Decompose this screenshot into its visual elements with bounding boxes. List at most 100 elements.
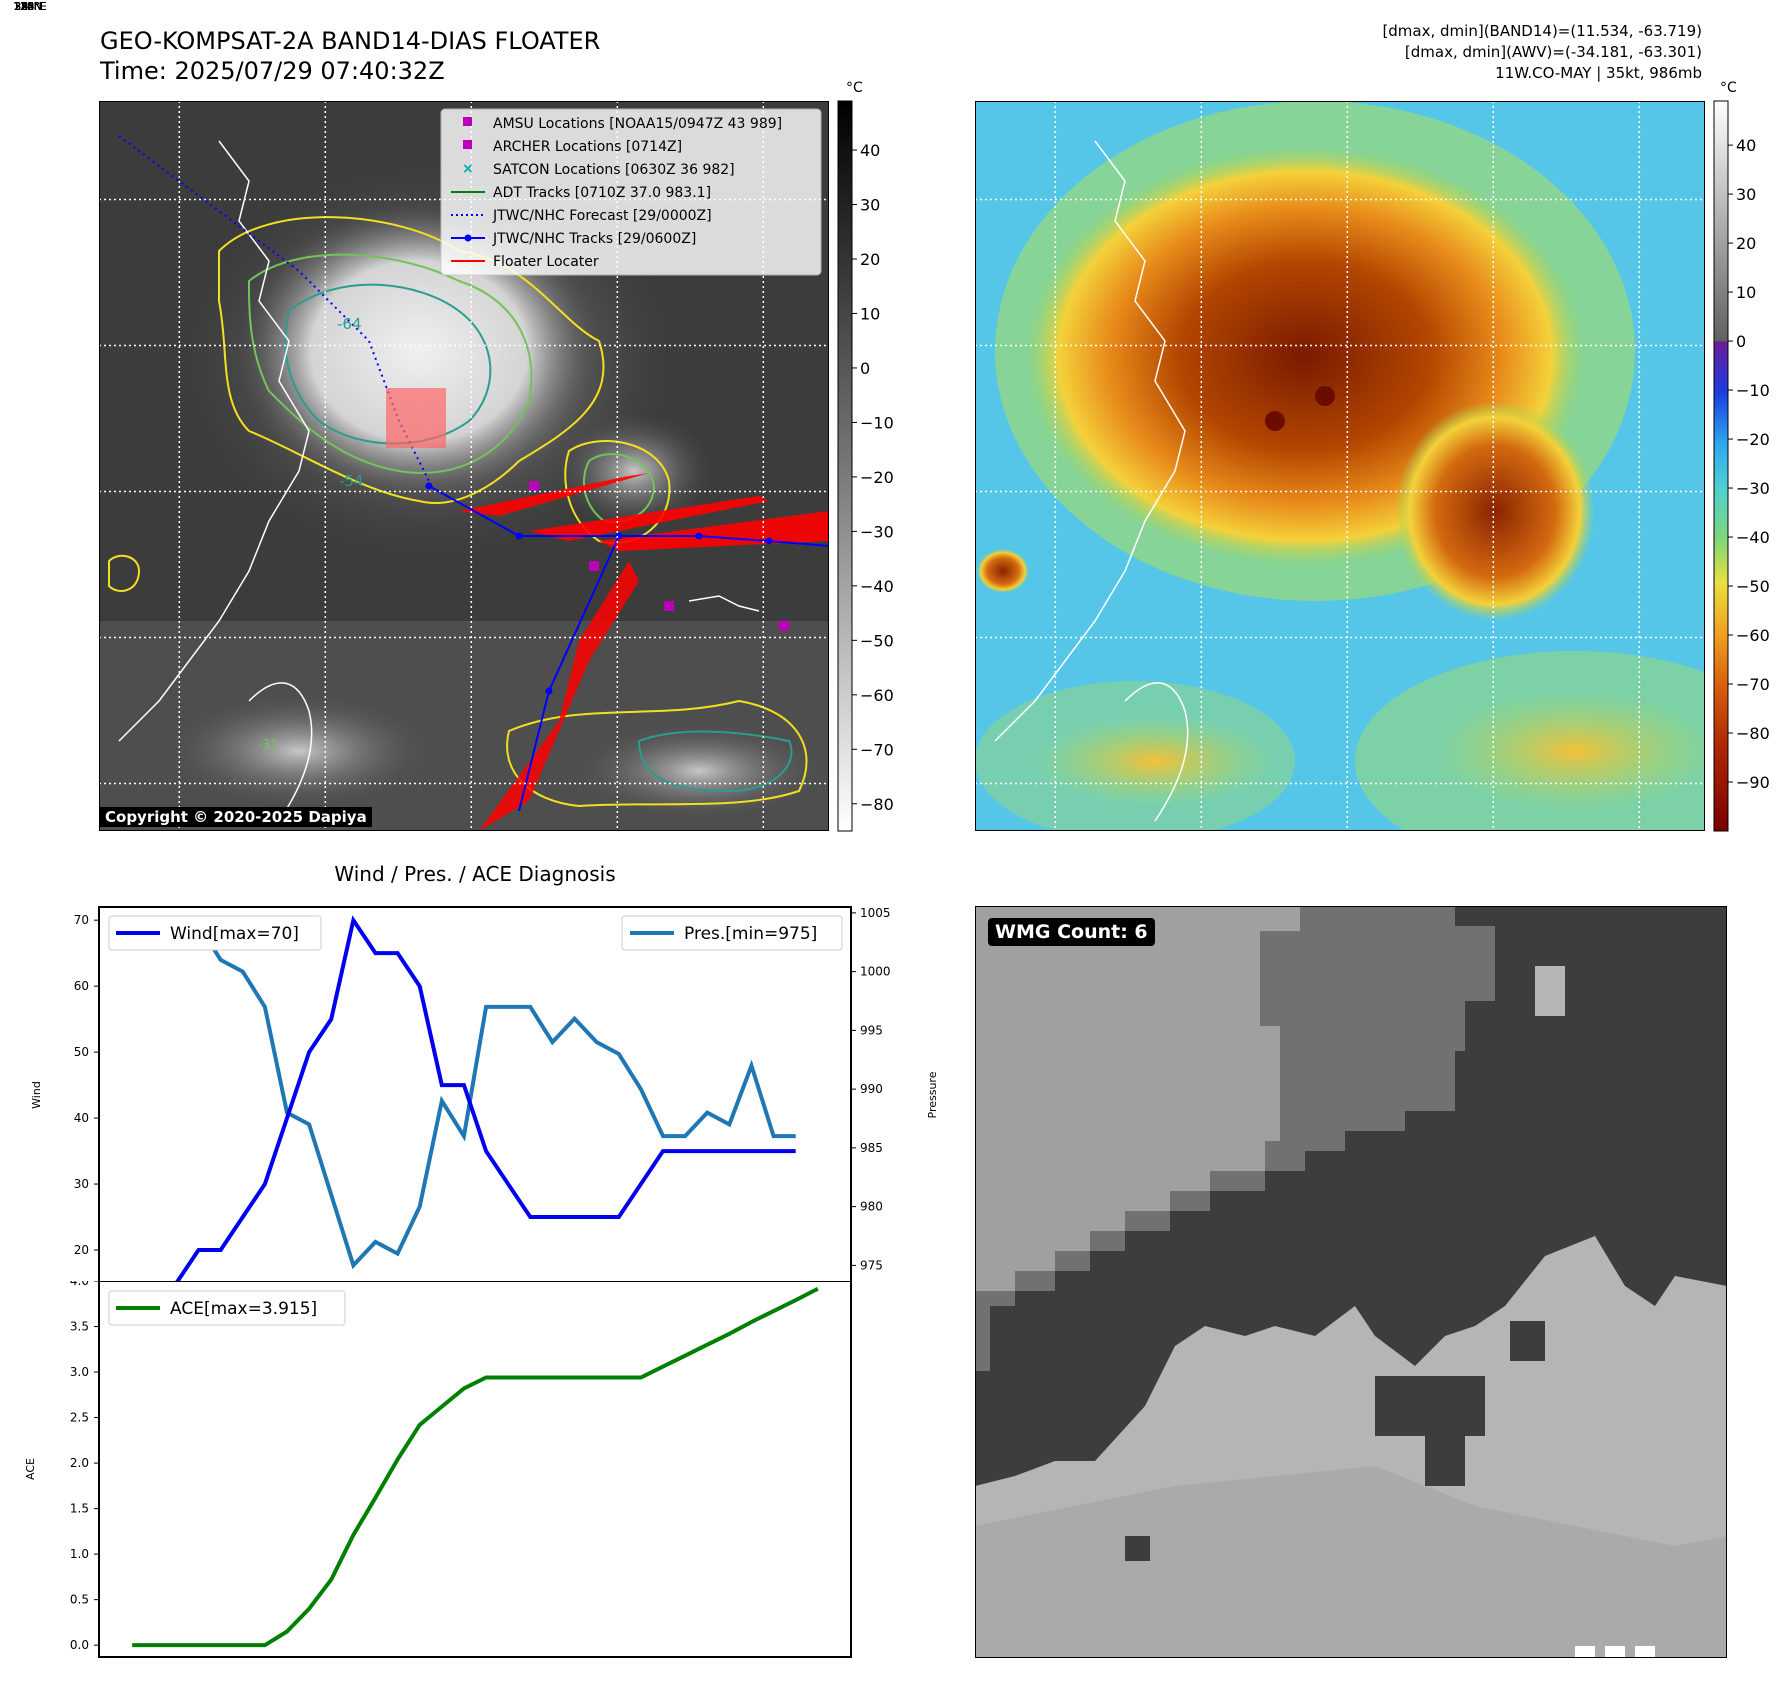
legend-entry: AMSU Locations [NOAA15/0947Z 43 989] <box>493 116 782 132</box>
info-line-2: [dmax, dmin](AWV)=(-34.181, -63.301) <box>1404 43 1702 61</box>
pressure-axis-label: Pressure <box>926 1071 939 1118</box>
ace-tick-label: 4.0 <box>70 1281 89 1288</box>
ace-series-line <box>132 1286 819 1648</box>
ace-legend: ACE[max=3.915] <box>108 1290 346 1326</box>
pressure-tick-label: 1000 <box>860 965 891 979</box>
lon-tick-label: 120°E <box>13 0 47 13</box>
legend-entry: JTWC/NHC Tracks [29/0600Z] <box>492 231 696 247</box>
ace-axis-label: ACE <box>24 1458 37 1480</box>
green-contour <box>247 253 533 474</box>
lat-tick-label: 26°N <box>14 0 42 13</box>
wmg-count-badge: WMG Count: 6 <box>988 918 1155 946</box>
diagnosis-title: Wind / Pres. / ACE Diagnosis <box>334 862 616 886</box>
colorbar-unit: °C <box>1720 80 1737 96</box>
cloud-mass <box>239 201 599 501</box>
copyright-badge: Copyright © 2020-2025 Dapiya <box>100 807 372 827</box>
wind-legend: Wind[max=70] <box>108 915 322 951</box>
colorbar-tick-label: −10 <box>860 413 894 432</box>
lat-tick-label: 26°N <box>14 0 42 13</box>
svg-text:×: × <box>462 161 474 177</box>
legend-entry: JTWC/NHC Forecast [29/0000Z] <box>492 208 712 224</box>
wind-tick-label: 40 <box>74 1111 89 1125</box>
color-colorbar: °C 40 30 20 10 0 −10 −20 −30 −40 −50 −60 −70 −80 −90 <box>1713 80 1770 832</box>
colorbar-tick-label: −40 <box>1736 528 1770 547</box>
lat-tick-label: 30°N <box>14 0 42 13</box>
ace-tick-label: 2.0 <box>70 1456 89 1470</box>
lon-tick-label: 122°E <box>13 0 47 13</box>
colorbar-tick-label: −80 <box>1736 724 1770 743</box>
colorbar-tick-label: 40 <box>860 141 880 160</box>
wind-tick-label: 30 <box>74 1177 89 1191</box>
colorbar-unit: °C <box>846 80 863 96</box>
teal-contour <box>284 283 492 445</box>
colorbar-tick-label: 30 <box>1736 185 1756 204</box>
colorbar-tick-label: −90 <box>1736 773 1770 792</box>
legend-entry: ADT Tracks [0710Z 37.0 983.1] <box>493 185 711 201</box>
lon-tick-label: 124°E <box>13 0 47 13</box>
wind-legend-label: Wind[max=70] <box>170 924 299 944</box>
ir-grayscale-map: -64 -54 -31 AMSU Locations [NOAA15/0947Z… <box>99 101 829 831</box>
wmg-image-panel <box>975 906 1727 1658</box>
legend-entry: Floater Locater <box>493 254 599 270</box>
legend-entry: ARCHER Locations [0714Z] <box>493 139 682 155</box>
contour-label: -31 <box>257 738 278 753</box>
wind-tick-label: 50 <box>74 1045 89 1059</box>
pressure-tick-label: 995 <box>860 1023 883 1037</box>
pressure-tick-label: 990 <box>860 1082 883 1096</box>
colorbar-tick-label: −80 <box>860 795 894 814</box>
colorbar-tick-label: −20 <box>1736 430 1770 449</box>
colorbar-tick-label: −60 <box>1736 626 1770 645</box>
lon-tick-label: 128°E <box>13 0 47 13</box>
colorbar-tick-label: −10 <box>1736 381 1770 400</box>
lon-tick-label: 128°E <box>13 0 47 13</box>
contour-label: -54 <box>339 472 364 490</box>
pressure-tick-label: 985 <box>860 1141 883 1155</box>
lat-tick-label: 24°N <box>14 0 42 13</box>
grayscale-colorbar: °C 40 30 20 10 0 −10 −20 −30 −40 −50 −60 −70 −80 <box>837 80 894 832</box>
wmg-region-mid <box>975 906 1495 1371</box>
lat-tick-label: 32°N <box>14 0 42 13</box>
coastline <box>994 140 1186 742</box>
colorbar-tick-label: 20 <box>860 250 880 269</box>
lon-tick-label: 124°E <box>13 0 47 13</box>
colorbar-tick-label: −40 <box>860 577 894 596</box>
colorbar-tick-label: 10 <box>860 304 880 323</box>
colorbar-tick-label: −30 <box>1736 479 1770 498</box>
ace-chart: ACE 0.0 0.5 1.0 1.5 2.0 2.5 3.0 3.5 4.0 ACE[max=… <box>24 1281 852 1658</box>
colorbar-tick-label: −30 <box>860 522 894 541</box>
lon-tick-label: 120°E <box>13 0 47 13</box>
ace-tick-label: 3.0 <box>70 1365 89 1379</box>
colorbar-tick-label: 0 <box>860 359 870 378</box>
map-legend: AMSU Locations [NOAA15/0947Z 43 989] ARCH… <box>440 108 822 276</box>
colorbar-tick-label: −50 <box>860 631 894 650</box>
wind-tick-label: 60 <box>74 979 89 993</box>
lat-tick-label: 24°N <box>14 0 42 13</box>
legend-entry: SATCON Locations [0630Z 36 982] <box>493 162 735 178</box>
colorbar-tick-label: 30 <box>860 196 880 215</box>
colorbar-tick-label: −50 <box>1736 577 1770 596</box>
ace-legend-label: ACE[max=3.915] <box>170 1299 317 1319</box>
wind-axis-label: Wind <box>30 1081 43 1109</box>
lon-tick-label: 126°E <box>13 0 47 13</box>
ace-tick-label: 1.0 <box>70 1547 89 1561</box>
ace-tick-label: 2.5 <box>70 1411 89 1425</box>
pressure-tick-label: 975 <box>860 1258 883 1272</box>
colorbar-tick-label: −70 <box>860 740 894 759</box>
colorbar-tick-label: −70 <box>1736 675 1770 694</box>
ace-tick-label: 0.0 <box>70 1638 89 1652</box>
colorbar-tick-label: −60 <box>860 686 894 705</box>
chart-time: Time: 2025/07/29 07:40:32Z <box>100 57 445 85</box>
pressure-legend: Pres.[min=975] <box>621 915 843 951</box>
pressure-legend-label: Pres.[min=975] <box>684 924 817 944</box>
info-line-1: [dmax, dmin](BAND14)=(11.534, -63.719) <box>1382 22 1702 40</box>
wind-series-line <box>132 915 796 1285</box>
colorbar-tick-label: −20 <box>860 468 894 487</box>
floater-box <box>386 388 446 448</box>
wind-pressure-chart: Wind Pressure 20 30 40 50 60 70 975 980 985 990 9… <box>30 906 939 1285</box>
ace-tick-label: 3.5 <box>70 1320 89 1334</box>
ace-tick-label: 0.5 <box>70 1593 89 1607</box>
lat-tick-label: 30°N <box>14 0 42 13</box>
wind-tick-label: 20 <box>74 1243 89 1257</box>
pressure-tick-label: 980 <box>860 1200 883 1214</box>
ace-tick-label: 1.5 <box>70 1502 89 1516</box>
